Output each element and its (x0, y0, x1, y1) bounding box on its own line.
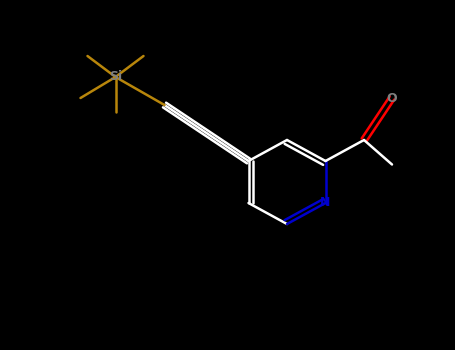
Text: O: O (387, 91, 397, 105)
Text: N: N (320, 196, 331, 210)
Text: Si: Si (109, 70, 122, 84)
